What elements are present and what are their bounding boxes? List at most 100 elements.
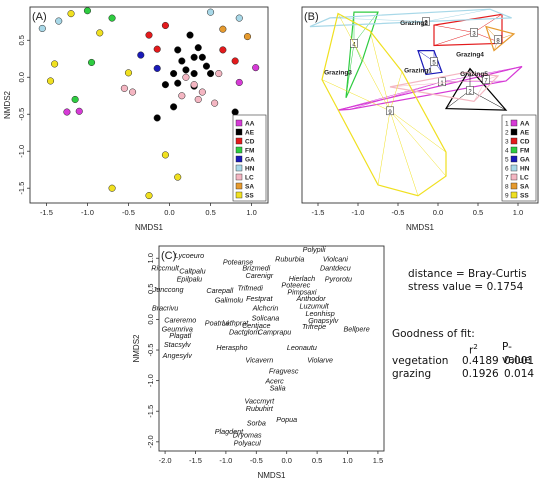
- legend-label: HN: [245, 166, 255, 173]
- point-ss: [67, 10, 75, 18]
- legend-b: 1 AA 2 AE 3 CD 4 FM 5 GA 6 HN 7 LC 8 SA 9 SS: [501, 114, 537, 202]
- panel-label: (B): [304, 11, 319, 23]
- species-label: Riccmult: [151, 263, 180, 272]
- x-tick-label: -1.0: [81, 208, 94, 217]
- x-tick-label: -0.5: [122, 208, 135, 217]
- species-label: Dryomas: [233, 431, 262, 440]
- spider-line: [337, 13, 391, 111]
- gof-row-p: 0.014: [504, 368, 535, 380]
- spider-line: [433, 32, 475, 46]
- legend-label: SS: [520, 193, 529, 200]
- point-ga: [137, 51, 145, 59]
- point-lc: [182, 73, 190, 81]
- x-tick-label: 1.0: [513, 208, 523, 217]
- spider-line: [337, 81, 443, 111]
- x-tick-label: -1.0: [219, 456, 232, 465]
- gof-row-r2: 0.4189: [462, 355, 499, 367]
- species-label: Galimolu: [215, 295, 243, 304]
- point-cd: [153, 45, 161, 53]
- legend-number: 9: [505, 193, 509, 200]
- species-label: Polypili: [303, 245, 326, 254]
- point-ae: [174, 46, 182, 54]
- species-label: Plagatl: [169, 331, 191, 340]
- spider-line: [309, 21, 427, 27]
- species-label: Salia: [270, 383, 286, 392]
- legend-swatch: [235, 155, 243, 163]
- spider-line: [441, 80, 507, 83]
- spider-line: [433, 24, 475, 33]
- point-cd: [231, 57, 239, 65]
- gof-row-label: vegetation: [392, 355, 449, 367]
- x-tick-label: 1.0: [246, 208, 256, 217]
- spider-line: [377, 110, 391, 185]
- species-label: Geumriva: [162, 325, 193, 334]
- panel-label: (A): [32, 11, 47, 23]
- point-lc: [211, 99, 219, 107]
- spider-line: [389, 79, 487, 88]
- gof-row-p: 0.001: [504, 355, 535, 367]
- legend-swatch: [510, 119, 518, 127]
- spider-line: [389, 71, 403, 111]
- y-tick-label: -1.5: [17, 182, 26, 195]
- species-label: Vicavern: [245, 355, 273, 364]
- spider-line: [369, 30, 391, 111]
- point-fm: [83, 7, 91, 15]
- legend-swatch: [235, 164, 243, 172]
- legend-swatch: [235, 182, 243, 190]
- legend-number: 8: [505, 184, 509, 191]
- point-hn: [235, 14, 243, 22]
- panel-b: -1.5 -1.0 -0.5 0.0 0.5 1.0 NMDS1 (B) 1 2 3 4 5 6 7 8 9 Gr…: [301, 6, 539, 232]
- species-label: Trifmedi: [237, 284, 263, 293]
- x-tick-label: -0.5: [392, 208, 405, 217]
- species-label: Violarve: [307, 355, 333, 364]
- legend-label: HN: [520, 166, 530, 173]
- point-ss: [124, 69, 133, 77]
- spider-line: [425, 17, 512, 22]
- species-label: Poteanse: [223, 257, 253, 266]
- gof-col-r2: r2: [469, 343, 478, 357]
- plot-frame: [158, 245, 385, 452]
- species-label: Dactglom: [229, 328, 259, 337]
- centroid-label: 6: [424, 21, 428, 27]
- y-tick-label: -1.0: [146, 374, 155, 387]
- species-label: Fragvesc: [269, 366, 299, 375]
- species-label: Polyacul: [234, 438, 262, 447]
- point-ae: [231, 108, 239, 116]
- point-ss: [51, 60, 59, 68]
- legend-frame: [501, 114, 537, 202]
- legend-number: 5: [505, 157, 509, 164]
- legend-label: LC: [245, 175, 254, 182]
- grazing-label: Grazing2: [400, 20, 428, 27]
- x-tick-label: -1.5: [189, 456, 202, 465]
- species-label: Lycoeuro: [175, 251, 204, 260]
- stats-block-gof: Goodness of fit: r2 P-value vegetation 0…: [392, 328, 534, 381]
- point-ae: [190, 70, 198, 78]
- x-axis-label: NMDS1: [257, 471, 286, 480]
- point-cd: [161, 21, 169, 30]
- centroid-label: 3: [472, 31, 476, 37]
- point-ae: [161, 81, 169, 89]
- x-tick-label: 0.0: [164, 208, 174, 217]
- species-label: Poatrivi: [205, 319, 229, 328]
- point-fm: [71, 95, 79, 104]
- gof-col-p: P-value: [502, 341, 531, 366]
- legend-number: 2: [505, 130, 509, 137]
- point-lc: [215, 70, 223, 78]
- legend-label: AE: [520, 130, 530, 137]
- grazing-label: Grazing5: [460, 71, 488, 78]
- species-label: Pyrorotu: [325, 274, 352, 283]
- species-label: Epilpalu: [177, 274, 203, 283]
- point-lc: [194, 95, 202, 104]
- legend-label: GA: [245, 157, 255, 164]
- legend-number: 4: [505, 148, 509, 155]
- legend-label: CD: [520, 139, 530, 146]
- legend-label: FM: [245, 148, 254, 155]
- centroid-box: [422, 17, 430, 26]
- x-tick-label: 0.5: [205, 208, 215, 217]
- x-tick-label: 1.0: [342, 456, 352, 465]
- spider-line: [389, 110, 419, 196]
- y-tick-label: -1.0: [17, 145, 26, 158]
- x-tick-label: 0.0: [433, 208, 443, 217]
- point-ss: [96, 29, 104, 37]
- point-aa: [252, 64, 260, 72]
